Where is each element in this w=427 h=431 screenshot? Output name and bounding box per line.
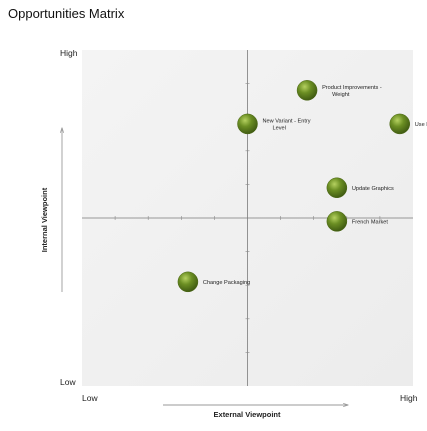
point-label: Change Packaging [203,280,250,286]
point-label: Product Improvements -Weight [322,85,382,98]
point-label-line: Product Improvements - [322,85,382,91]
data-point [389,113,411,135]
point-label-line: French Market [352,219,389,225]
data-point [177,271,199,293]
point-label: Use HD Colour Scheme [415,122,427,128]
point-label-line: Level [273,125,286,131]
point-label: Update Graphics [352,186,394,192]
y-high-label: High [60,48,78,58]
data-point [326,211,348,232]
point-label-line: Weight [332,92,350,98]
data-point [296,80,318,101]
x-axis-title: External Viewpoint [214,410,281,419]
point-label-line: Update Graphics [352,186,394,192]
y-low-label: Low [60,377,76,387]
chart-title: Opportunities Matrix [8,6,125,21]
data-point [326,177,348,199]
data-point [237,113,258,135]
point-label: French Market [352,219,389,225]
point-label-line: Change Packaging [203,280,250,286]
point-label-line: New Variant - Entry [263,118,311,124]
point-label-line: Use HD Colour Scheme [415,122,427,128]
point-label: New Variant - Entry Level [263,118,311,131]
y-axis-title: Internal Viewpoint [40,187,49,252]
x-high-label: High [400,393,418,403]
x-low-label: Low [82,393,98,403]
